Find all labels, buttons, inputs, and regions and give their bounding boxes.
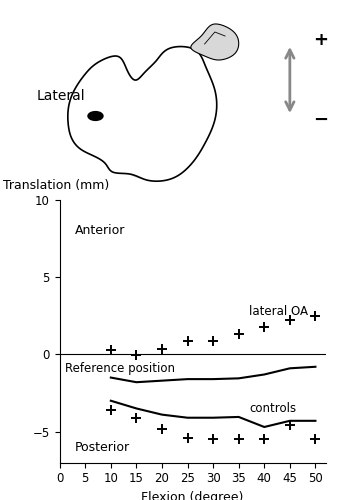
Text: Anterior: Anterior [75,224,125,237]
Text: Reference position: Reference position [65,362,175,375]
X-axis label: Flexion (degree): Flexion (degree) [142,491,244,500]
Text: −: − [313,111,328,129]
Text: Posterior: Posterior [75,440,130,454]
Text: Lateral: Lateral [37,89,86,103]
Text: +: + [313,31,328,49]
Text: Translation (mm): Translation (mm) [3,180,110,192]
Polygon shape [109,46,217,181]
Polygon shape [68,46,217,181]
Text: lateral OA: lateral OA [249,304,308,318]
Text: controls: controls [249,402,296,415]
Polygon shape [191,24,239,60]
Circle shape [88,112,103,120]
